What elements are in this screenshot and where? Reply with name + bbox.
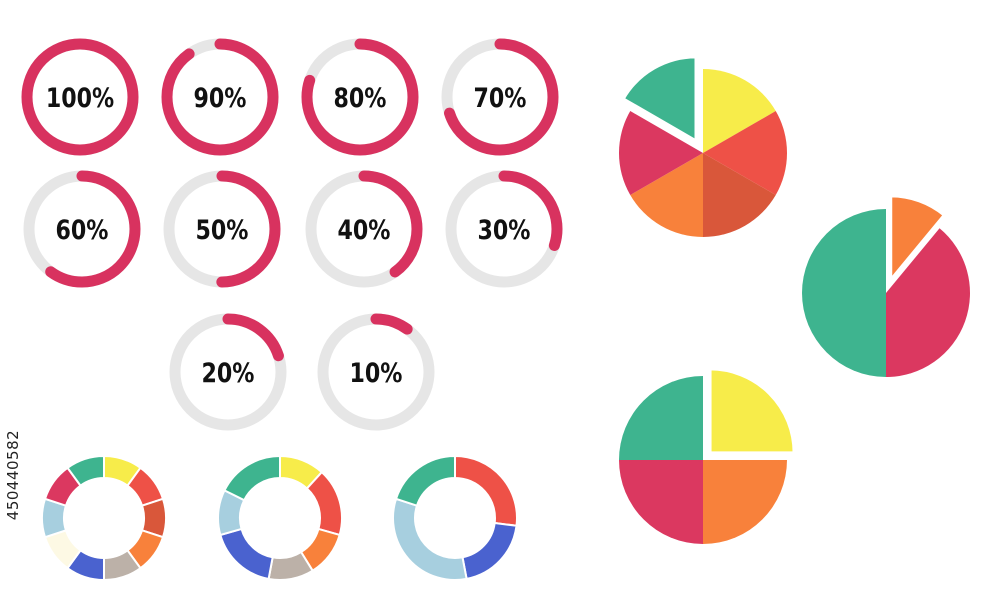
pie-slice xyxy=(618,111,703,195)
pie-chart xyxy=(618,55,788,237)
progress-ring: 80% xyxy=(301,38,419,156)
progress-ring: 50% xyxy=(163,170,281,288)
ring-percent-label: 20% xyxy=(202,357,255,389)
pie-slice xyxy=(703,153,776,237)
ring-progress-arc xyxy=(301,38,419,156)
ring-progress-arc xyxy=(23,170,141,288)
pie-slice-exploded xyxy=(708,367,796,455)
ring-percent-label: 100% xyxy=(46,82,114,114)
ring-progress-arc xyxy=(21,38,139,156)
donut-slice xyxy=(454,454,518,527)
progress-ring: 30% xyxy=(445,170,563,288)
stock-id-label: 450440582 xyxy=(2,360,24,590)
donut-slice xyxy=(305,470,343,537)
donut-chart xyxy=(391,454,518,581)
ring-progress-arc xyxy=(163,170,281,288)
progress-ring: 10% xyxy=(317,313,435,431)
ring-progress-arc xyxy=(169,313,287,431)
progress-ring: 40% xyxy=(305,170,423,288)
ring-percent-label: 60% xyxy=(56,214,109,246)
pie-slice xyxy=(703,460,787,544)
ring-percent-label: 70% xyxy=(474,82,527,114)
ring-percent-label: 10% xyxy=(350,357,403,389)
donut-slice xyxy=(461,521,518,581)
pie-slice xyxy=(802,209,886,377)
pie-chart xyxy=(619,367,796,544)
progress-ring: 70% xyxy=(441,38,559,156)
donut-slice xyxy=(391,497,468,581)
pie-slice-exploded xyxy=(621,55,698,144)
pie-slice xyxy=(886,228,970,377)
donut-slice xyxy=(223,454,281,502)
pie-slice-exploded xyxy=(889,194,947,284)
ring-progress-arc xyxy=(441,38,559,156)
ring-percent-label: 90% xyxy=(194,82,247,114)
donut-slice xyxy=(66,454,105,488)
pie-slice xyxy=(630,153,703,237)
progress-ring: 90% xyxy=(161,38,279,156)
progress-ring: 100% xyxy=(21,38,139,156)
progress-rings-group: 100% 90% 80% 70% 60% 50% 40% 30% 20% 10% xyxy=(21,38,563,431)
pie-charts-group xyxy=(618,55,970,544)
donut-chart xyxy=(40,454,168,582)
ring-progress-arc xyxy=(161,38,279,156)
ring-progress-arc xyxy=(305,170,423,288)
stock-id-text: 450440582 xyxy=(4,429,22,521)
pie-slice xyxy=(703,111,788,195)
ring-percent-label: 50% xyxy=(196,214,249,246)
ring-percent-label: 80% xyxy=(334,82,387,114)
progress-ring: 60% xyxy=(23,170,141,288)
donut-slice xyxy=(394,454,456,507)
pie-slice xyxy=(619,460,703,544)
ring-progress-arc xyxy=(317,313,435,431)
donut-slice xyxy=(219,527,274,581)
pie-slice xyxy=(703,69,776,153)
donut-charts-group xyxy=(40,454,518,582)
donut-chart xyxy=(217,454,343,581)
progress-ring: 20% xyxy=(169,313,287,431)
ring-percent-label: 30% xyxy=(478,214,531,246)
pie-chart xyxy=(802,194,970,377)
pie-slice xyxy=(619,376,703,460)
ring-percent-label: 40% xyxy=(338,214,391,246)
ring-progress-arc xyxy=(445,170,563,288)
